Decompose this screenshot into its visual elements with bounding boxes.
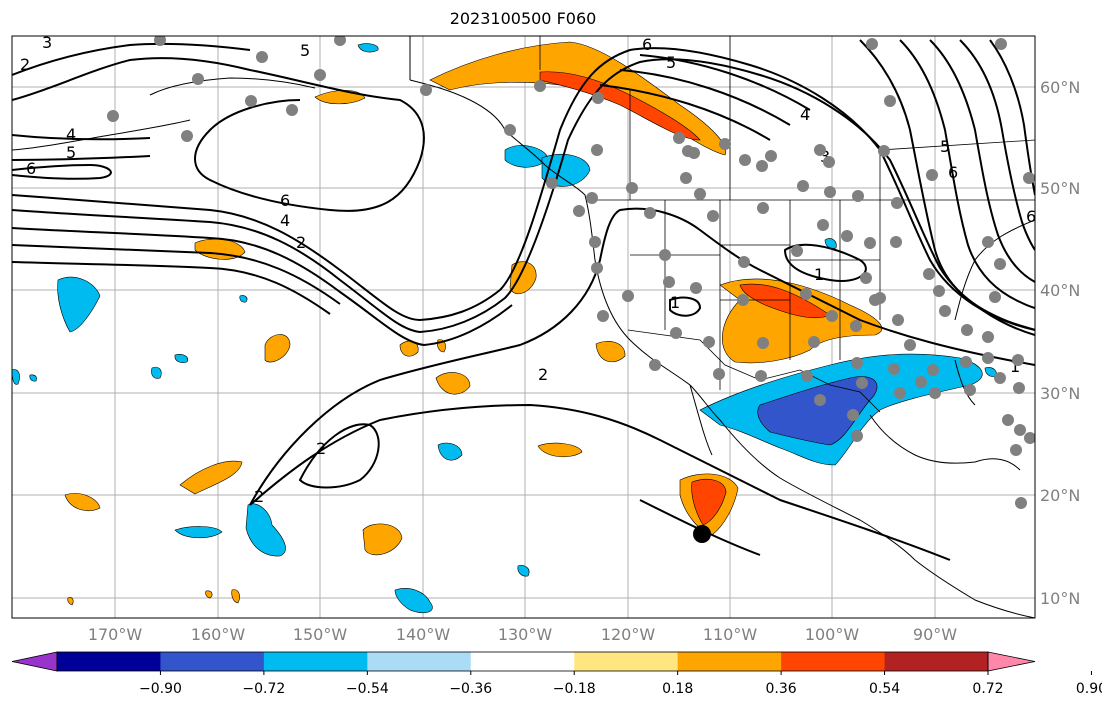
contour-label: 6 bbox=[1026, 207, 1036, 226]
map-title: 2023100500 F060 bbox=[449, 9, 597, 28]
colorbar-tick-label: 0.18 bbox=[662, 681, 693, 697]
map-frame bbox=[11, 35, 1036, 619]
latitude-label: 20°N bbox=[1040, 486, 1080, 505]
colorbar-tick-label: 0.72 bbox=[972, 681, 1003, 697]
longitude-label: 160°W bbox=[191, 625, 246, 644]
contour-label: 4 bbox=[280, 211, 290, 230]
colorbar-tick-label: −0.90 bbox=[139, 681, 182, 697]
contour-label: 4 bbox=[800, 105, 810, 124]
longitude-label: 140°W bbox=[396, 625, 451, 644]
colorbar-arrow-right bbox=[987, 651, 1036, 672]
latitude-label: 60°N bbox=[1040, 78, 1080, 97]
colorbar-tick-label: 0.36 bbox=[766, 681, 797, 697]
contour-label: 2 bbox=[20, 55, 30, 74]
latitude-label: 40°N bbox=[1040, 281, 1080, 300]
station-dots bbox=[107, 36, 1035, 509]
contour-label: 2 bbox=[296, 233, 306, 252]
colorbar-segment bbox=[470, 652, 575, 671]
contour-label: 4 bbox=[66, 125, 76, 144]
contour-label: 5 bbox=[300, 41, 310, 60]
latitude-labels: 60°N 50°N 40°N 30°N 20°N 10°N bbox=[1040, 78, 1080, 608]
colorbar-tick-label: −0.72 bbox=[242, 681, 285, 697]
contour-label: 1 bbox=[1010, 357, 1020, 376]
longitude-label: 150°W bbox=[293, 625, 348, 644]
longitude-label: 170°W bbox=[88, 625, 143, 644]
colorbar-tick-label: −0.18 bbox=[553, 681, 596, 697]
contour-label: 6 bbox=[280, 191, 290, 210]
contour-label: 1 bbox=[670, 293, 680, 312]
contour-label: 1 bbox=[814, 265, 824, 284]
latitude-label: 30°N bbox=[1040, 384, 1080, 403]
colorbar-tick-label: 0.90 bbox=[1076, 681, 1102, 697]
colorbar-segment bbox=[263, 652, 368, 671]
contour-label: 5 bbox=[666, 53, 676, 72]
colorbar-tick-label: 0.54 bbox=[869, 681, 900, 697]
contour-label: 5 bbox=[940, 137, 950, 156]
contour-label: 2 bbox=[254, 487, 264, 506]
colorbar-segment bbox=[884, 652, 989, 671]
contour-label: 3 bbox=[820, 147, 830, 166]
contour-label: 6 bbox=[26, 159, 36, 178]
colorbar-segment bbox=[677, 652, 782, 671]
longitude-label: 90°W bbox=[913, 625, 957, 644]
contour-label: 6 bbox=[642, 35, 652, 54]
contour-labels: 3 2 5 4 5 6 6 4 2 6 5 4 3 5 6 1 1 2 2 2 … bbox=[20, 33, 1036, 506]
colorbar-segment bbox=[367, 652, 472, 671]
colorbar-segment bbox=[57, 652, 161, 671]
colorbar-segment bbox=[574, 652, 679, 671]
contour-label: 2 bbox=[316, 439, 326, 458]
colorbar-tick-label: −0.36 bbox=[449, 681, 492, 697]
contour-label: 2 bbox=[538, 365, 548, 384]
contour-lines bbox=[12, 39, 1035, 561]
colorbar: −0.90 −0.72 −0.54 −0.36 −0.18 0.18 0.36 0.54 0.7… bbox=[11, 651, 1102, 697]
contour-label: 3 bbox=[42, 33, 52, 52]
colorbar-tick-label: −0.54 bbox=[346, 681, 389, 697]
latitude-label: 10°N bbox=[1040, 589, 1080, 608]
longitude-label: 120°W bbox=[601, 625, 656, 644]
colorbar-segment bbox=[781, 652, 886, 671]
colorbar-frame bbox=[56, 651, 989, 672]
longitude-label: 130°W bbox=[498, 625, 553, 644]
longitude-labels: 170°W 160°W 150°W 140°W 130°W 120°W 110°… bbox=[88, 625, 957, 644]
longitude-label: 100°W bbox=[805, 625, 860, 644]
colorbar-segment bbox=[160, 652, 265, 671]
contour-label: 6 bbox=[948, 163, 958, 182]
negative-anomaly-regions bbox=[12, 43, 997, 614]
latitude-label: 50°N bbox=[1040, 179, 1080, 198]
longitude-label: 110°W bbox=[703, 625, 758, 644]
colorbar-arrow-left bbox=[11, 651, 58, 672]
contour-label: 5 bbox=[66, 143, 76, 162]
hurricane-marker bbox=[693, 525, 711, 543]
